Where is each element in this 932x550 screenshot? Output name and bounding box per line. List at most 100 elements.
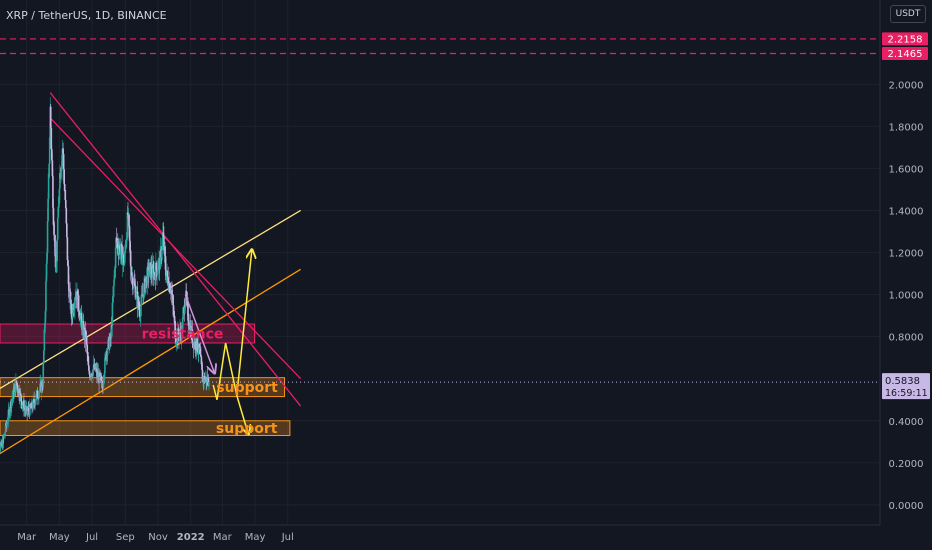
- candle-body-251: [128, 226, 131, 241]
- candle-body-81: [37, 397, 40, 399]
- current-price-value: 0.5838: [885, 376, 920, 387]
- candle-body-258: [132, 286, 135, 289]
- currency-button[interactable]: USDT: [890, 5, 926, 23]
- candle-body-51: [21, 405, 24, 407]
- candle-body-134: [66, 223, 68, 238]
- candle-body-93: [44, 323, 46, 330]
- candle-body-270: [138, 310, 141, 318]
- candle-body-199: [100, 379, 103, 382]
- price-level-tag-1: [882, 46, 928, 60]
- candle-body-172: [86, 344, 89, 354]
- candle-body-350: [181, 317, 184, 331]
- candle-body-140: [69, 291, 71, 293]
- candle-body-202: [102, 382, 105, 388]
- y-tick-label-6: 0.8000: [889, 333, 924, 344]
- candle-body-234: [119, 250, 122, 255]
- candle-body-333: [172, 305, 175, 315]
- candle-body-330: [171, 290, 173, 295]
- candle-body-149: [74, 300, 76, 309]
- candle-body-201: [101, 387, 104, 389]
- candle-body-355: [184, 299, 187, 308]
- candle-body-303: [156, 271, 159, 275]
- candle-body-391: [203, 376, 206, 382]
- candle-body-120: [58, 188, 61, 201]
- candle-body-392: [204, 378, 206, 382]
- candle-body-278: [143, 283, 145, 298]
- candle-body-10: [0, 445, 2, 452]
- y-tick-label-0: 2.0000: [889, 80, 924, 91]
- candle-body-223: [113, 269, 116, 280]
- candle-body-89: [41, 386, 44, 388]
- candle-body-284: [146, 267, 149, 286]
- candle-body-300: [155, 262, 157, 281]
- candle-body-379: [197, 352, 200, 354]
- candle-body-169: [84, 329, 87, 342]
- projection-arrow-1: [236, 395, 248, 434]
- candle-body-178: [89, 376, 92, 378]
- candle-body-357: [185, 290, 188, 299]
- candle-body-50: [21, 401, 23, 407]
- x-tick-label-3: Sep: [116, 532, 135, 543]
- candle-body-294: [151, 264, 154, 277]
- candle-body-171: [85, 337, 88, 345]
- y-tick-label-5: 1.0000: [889, 291, 924, 302]
- candle-body-338: [175, 342, 178, 344]
- candle-body-374: [194, 341, 197, 350]
- y-tick-label-2: 1.6000: [889, 164, 924, 175]
- candle-body-336: [174, 321, 176, 338]
- candle-body-318: [164, 256, 167, 270]
- price-level-tag-label-1: 2.1465: [888, 49, 923, 60]
- candle-body-52: [22, 404, 24, 406]
- candle-body-255: [130, 278, 133, 281]
- candle-body-71: [32, 399, 34, 409]
- candle-body-254: [130, 266, 132, 281]
- candle-body-200: [101, 381, 104, 388]
- candle-body-84: [39, 383, 41, 390]
- zone-label-resistance-0: resistance: [142, 327, 224, 343]
- zones-layer: [0, 323, 291, 437]
- candle-body-150: [74, 297, 77, 301]
- candle-body-76: [34, 400, 37, 403]
- candle-body-384: [200, 354, 202, 358]
- candle-body-220: [112, 297, 114, 303]
- candle-body-245: [125, 240, 128, 248]
- candle-body-231: [118, 248, 120, 254]
- candle-body-281: [144, 281, 147, 292]
- candle-body-361: [187, 320, 190, 326]
- candle-body-227: [115, 238, 118, 243]
- current-price-countdown: 16:59:11: [885, 388, 928, 399]
- candle-body-40: [15, 380, 18, 384]
- candle-body-248: [127, 212, 129, 216]
- candle-body-176: [88, 370, 91, 375]
- candle-body-117: [56, 217, 59, 240]
- candle-body-243: [124, 248, 127, 252]
- candle-body-97: [46, 252, 48, 264]
- candle-body-250: [128, 214, 130, 227]
- zone-label-support-1: support: [216, 380, 278, 396]
- candle-body-337: [174, 337, 177, 344]
- candle-body-136: [67, 260, 69, 267]
- candle-body-229: [116, 242, 119, 249]
- candle-body-139: [68, 291, 71, 298]
- candle-body-323: [167, 277, 169, 286]
- candle-body-219: [111, 302, 114, 326]
- candle-body-308: [159, 252, 161, 270]
- candle-body-138: [68, 284, 70, 298]
- candle-body-75: [34, 402, 37, 406]
- candle-body-224: [114, 267, 116, 270]
- trendlines-layer: [0, 38, 880, 455]
- candle-body-174: [87, 357, 90, 366]
- candle-body-128: [62, 153, 65, 170]
- candle-body-61: [26, 410, 29, 413]
- candle-body-109: [52, 207, 55, 225]
- candle-body-319: [165, 269, 167, 281]
- symbol-title[interactable]: XRP / TetherUS, 1D, BINANCE: [6, 9, 167, 22]
- candle-body-305: [157, 261, 160, 270]
- projection-arrow-2: [184, 294, 214, 373]
- candle-body-20: [4, 423, 7, 432]
- candle-body-132: [64, 200, 67, 209]
- candles-layer: [0, 97, 210, 453]
- candle-body-259: [133, 281, 135, 287]
- candle-body-237: [121, 244, 123, 265]
